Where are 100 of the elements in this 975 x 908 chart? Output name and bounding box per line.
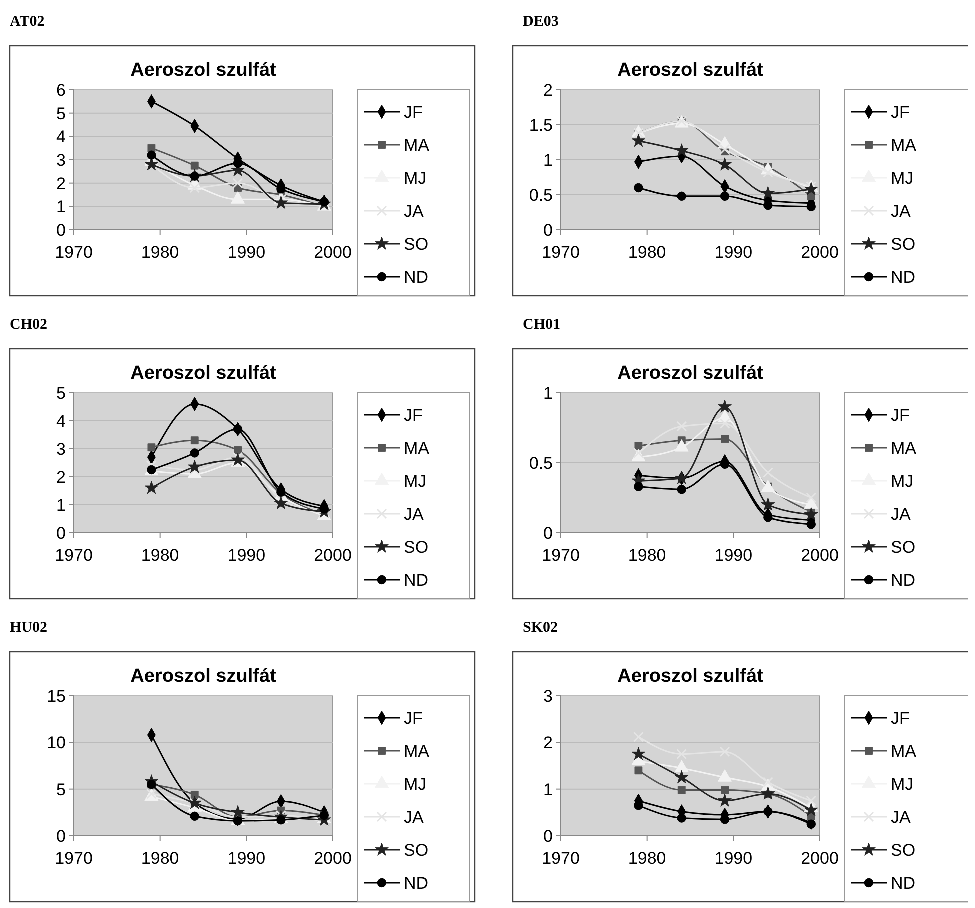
- y-tick-label: 3: [544, 686, 553, 706]
- y-tick-label: 1.5: [529, 116, 553, 135]
- legend-label: JA: [404, 202, 424, 221]
- legend-label: SO: [891, 234, 916, 254]
- chart-title: Aeroszol szulfát: [130, 60, 278, 81]
- y-tick-label: 5: [56, 104, 66, 124]
- x-tick-label: 2000: [314, 546, 352, 565]
- legend-label: ND: [404, 874, 429, 893]
- legend-label: SO: [404, 840, 429, 860]
- legend-label: JA: [891, 808, 912, 827]
- legend-label: MJ: [404, 168, 427, 188]
- legend-label: ND: [891, 268, 916, 287]
- x-tick-label: 1970: [55, 849, 93, 868]
- x-tick-label: 1990: [714, 849, 753, 868]
- y-tick-label: 1: [544, 780, 553, 800]
- chart-title: Aeroszol szulfát: [130, 666, 278, 687]
- x-tick-label: 2000: [801, 243, 839, 262]
- y-tick-label: 1: [56, 198, 66, 217]
- chart-subtitle: AT02: [10, 14, 45, 30]
- legend-label: JF: [404, 708, 423, 728]
- legend-label: MJ: [404, 472, 427, 491]
- y-tick-label: 1: [544, 150, 553, 170]
- y-tick-label: 2: [544, 734, 553, 753]
- legend-label: JA: [891, 202, 912, 221]
- legend-label: ND: [404, 570, 429, 590]
- y-tick-label: 0: [544, 220, 553, 240]
- y-tick-label: 2: [544, 80, 553, 100]
- y-tick-label: 0: [56, 826, 66, 846]
- y-tick-label: 4: [56, 412, 66, 431]
- chart-subtitle: HU02: [10, 620, 48, 636]
- legend-label: MJ: [891, 472, 914, 491]
- x-tick-label: 1980: [628, 243, 666, 262]
- x-tick-label: 1970: [542, 546, 580, 565]
- legend-label: ND: [891, 874, 916, 893]
- y-tick-label: 0: [56, 524, 66, 543]
- x-tick-label: 1990: [228, 243, 266, 262]
- x-tick-label: 1980: [628, 546, 666, 565]
- x-tick-label: 2000: [801, 546, 839, 565]
- x-tick-label: 1990: [228, 849, 266, 868]
- legend-label: SO: [404, 234, 429, 254]
- legend-label: MA: [404, 742, 430, 761]
- legend-label: MJ: [404, 774, 427, 794]
- x-tick-label: 2000: [314, 849, 352, 868]
- y-tick-label: 15: [47, 686, 66, 706]
- x-tick-label: 1970: [542, 243, 580, 262]
- chart-title: Aeroszol szulfát: [618, 60, 764, 81]
- y-tick-label: 1: [56, 496, 66, 515]
- y-tick-label: 3: [56, 150, 66, 170]
- legend-label: JF: [891, 102, 910, 122]
- y-tick-label: 5: [56, 780, 66, 800]
- legend-label: MA: [891, 742, 918, 761]
- chart-title: Aeroszol szulfát: [618, 363, 764, 384]
- legend-label: ND: [404, 268, 429, 287]
- x-tick-label: 1990: [714, 546, 753, 565]
- y-tick-label: 3: [56, 440, 66, 459]
- x-tick-label: 1970: [55, 243, 93, 262]
- legend-label: MJ: [891, 168, 914, 188]
- legend-label: ND: [891, 570, 916, 590]
- x-tick-label: 1980: [141, 546, 180, 565]
- legend-label: MJ: [891, 774, 914, 794]
- x-tick-label: 2000: [314, 243, 352, 262]
- x-tick-label: 1970: [542, 849, 580, 868]
- legend-label: SO: [404, 538, 429, 557]
- legend-label: JA: [404, 808, 424, 827]
- x-tick-label: 1980: [141, 243, 180, 262]
- chart-subtitle: CH01: [523, 317, 560, 333]
- y-tick-label: 5: [56, 384, 66, 403]
- y-tick-label: 0.5: [529, 186, 553, 205]
- legend-label: JA: [891, 504, 912, 524]
- legend-label: MA: [404, 438, 430, 458]
- legend-label: JA: [404, 504, 424, 524]
- x-tick-label: 1980: [628, 849, 666, 868]
- x-tick-label: 1980: [141, 849, 180, 868]
- legend-label: MA: [404, 136, 430, 155]
- y-tick-label: 2: [56, 468, 66, 487]
- y-tick-label: 6: [56, 80, 66, 100]
- legend-label: JF: [891, 708, 910, 728]
- x-tick-label: 1970: [55, 546, 93, 565]
- chart-subtitle: SK02: [523, 620, 558, 636]
- chart-title: Aeroszol szulfát: [130, 363, 278, 384]
- y-tick-label: 0: [544, 826, 553, 846]
- y-tick-label: 2: [56, 174, 66, 194]
- y-tick-label: 1: [544, 384, 553, 403]
- legend-label: JF: [891, 406, 910, 425]
- legend-label: JF: [404, 102, 423, 122]
- legend-label: MA: [891, 136, 918, 155]
- legend-label: JF: [404, 406, 423, 425]
- x-tick-label: 1990: [714, 243, 753, 262]
- chart-subtitle: CH02: [10, 317, 48, 333]
- x-tick-label: 2000: [801, 849, 839, 868]
- x-tick-label: 1990: [228, 546, 266, 565]
- y-tick-label: 0.5: [529, 454, 553, 473]
- legend-label: SO: [891, 840, 916, 860]
- y-tick-label: 4: [56, 128, 66, 147]
- y-tick-label: 10: [47, 734, 66, 753]
- chart-subtitle: DE03: [523, 14, 559, 30]
- legend-label: MA: [891, 438, 918, 458]
- y-tick-label: 0: [56, 220, 66, 240]
- legend-label: SO: [891, 538, 916, 557]
- chart-title: Aeroszol szulfát: [618, 666, 764, 687]
